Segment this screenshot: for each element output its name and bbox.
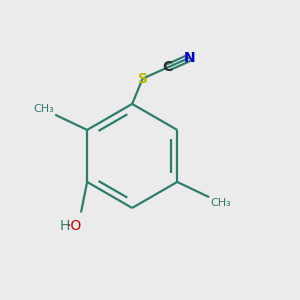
Text: CH₃: CH₃: [210, 198, 231, 208]
Text: C: C: [163, 60, 173, 74]
Text: S: S: [138, 72, 148, 86]
Text: H: H: [60, 219, 70, 233]
Text: N: N: [183, 51, 195, 65]
Text: CH₃: CH₃: [34, 103, 54, 114]
Text: ·O: ·O: [66, 219, 82, 233]
